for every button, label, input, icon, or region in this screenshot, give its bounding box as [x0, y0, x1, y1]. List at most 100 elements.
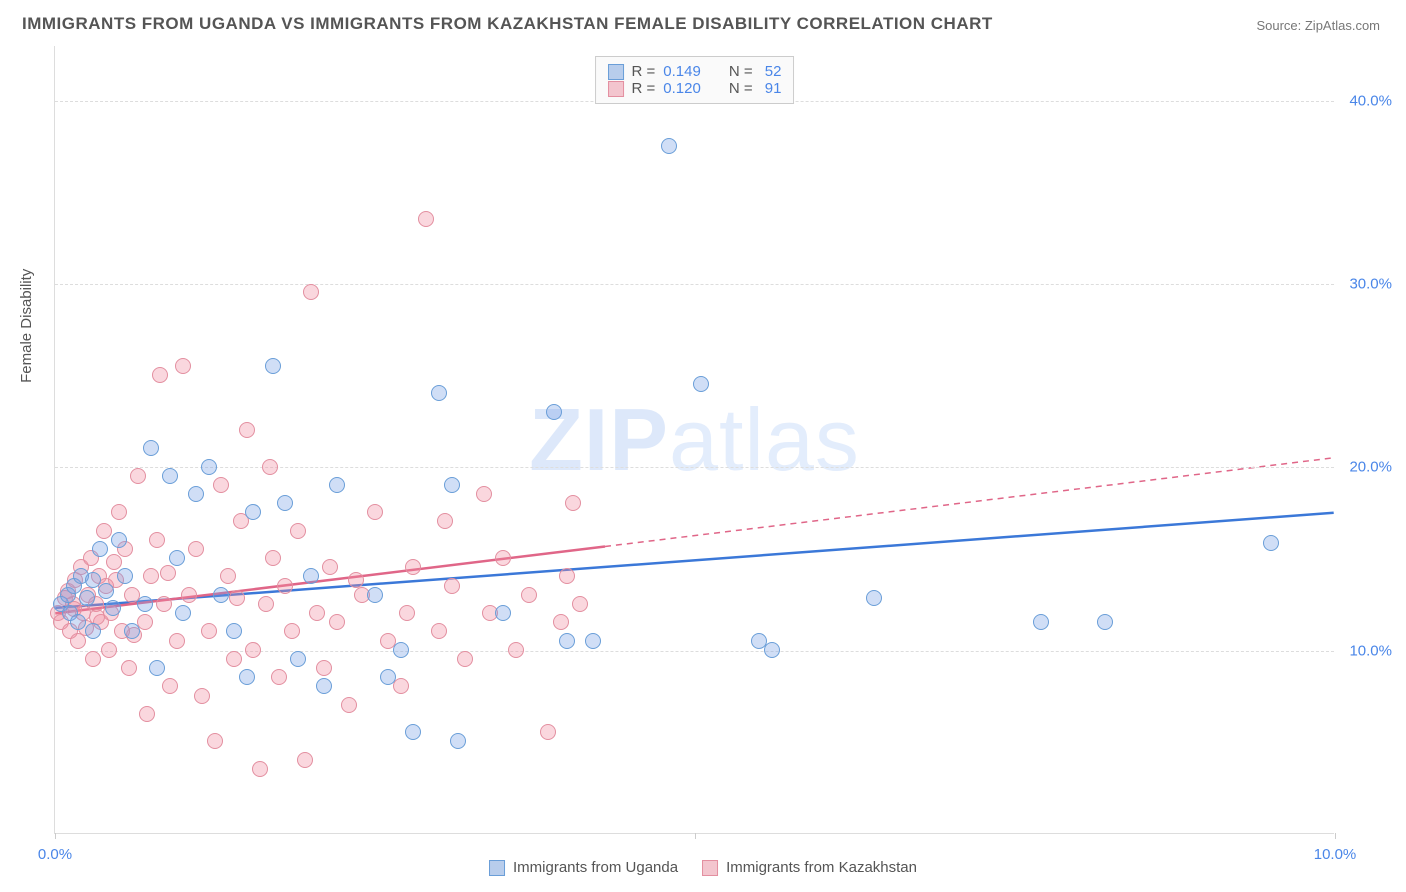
scatter-point [201, 459, 217, 475]
scatter-point [565, 495, 581, 511]
legend-series: Immigrants from Uganda Immigrants from Ka… [489, 859, 917, 876]
scatter-point [764, 642, 780, 658]
legend-swatch [489, 860, 505, 876]
scatter-point [457, 651, 473, 667]
scatter-point [277, 495, 293, 511]
legend-swatch [608, 81, 624, 97]
scatter-point [239, 669, 255, 685]
scatter-point [284, 623, 300, 639]
scatter-point [1033, 614, 1049, 630]
scatter-point [226, 623, 242, 639]
scatter-point [79, 590, 95, 606]
scatter-point [303, 284, 319, 300]
scatter-point [245, 642, 261, 658]
legend-series-label: Immigrants from Kazakhstan [726, 859, 917, 876]
scatter-point [540, 724, 556, 740]
scatter-point [92, 541, 108, 557]
chart-title: IMMIGRANTS FROM UGANDA VS IMMIGRANTS FRO… [22, 14, 993, 34]
scatter-point [111, 532, 127, 548]
legend-series-item: Immigrants from Kazakhstan [702, 859, 917, 876]
scatter-point [149, 660, 165, 676]
scatter-point [476, 486, 492, 502]
scatter-point [290, 523, 306, 539]
scatter-point [437, 513, 453, 529]
legend-series-item: Immigrants from Uganda [489, 859, 678, 876]
scatter-point [866, 590, 882, 606]
legend-swatch [608, 64, 624, 80]
scatter-point [367, 587, 383, 603]
y-tick-label: 30.0% [1340, 276, 1392, 293]
scatter-point [117, 568, 133, 584]
scatter-point [169, 633, 185, 649]
scatter-point [226, 651, 242, 667]
scatter-point [124, 623, 140, 639]
scatter-point [444, 477, 460, 493]
scatter-point [546, 404, 562, 420]
scatter-point [162, 678, 178, 694]
scatter-point [341, 697, 357, 713]
scatter-point [405, 559, 421, 575]
scatter-point [329, 477, 345, 493]
scatter-point [367, 504, 383, 520]
scatter-point [316, 660, 332, 676]
scatter-point [239, 422, 255, 438]
scatter-point [213, 477, 229, 493]
scatter-point [160, 565, 176, 581]
scatter-point [175, 605, 191, 621]
r-label: R = [632, 63, 656, 80]
scatter-point [418, 211, 434, 227]
scatter-point [156, 596, 172, 612]
scatter-point [162, 468, 178, 484]
scatter-point [380, 669, 396, 685]
scatter-point [521, 587, 537, 603]
legend-stats-box: R =0.149N = 52R =0.120N = 91 [595, 56, 795, 104]
scatter-point [258, 596, 274, 612]
source-attribution: Source: ZipAtlas.com [1256, 18, 1380, 33]
scatter-point [431, 385, 447, 401]
scatter-point [309, 605, 325, 621]
scatter-point [431, 623, 447, 639]
scatter-point [322, 559, 338, 575]
scatter-point [303, 568, 319, 584]
scatter-point [1263, 535, 1279, 551]
gridline [55, 467, 1334, 468]
scatter-point [316, 678, 332, 694]
scatter-point [297, 752, 313, 768]
scatter-point [152, 367, 168, 383]
scatter-point [572, 596, 588, 612]
trend-lines-layer [55, 46, 1334, 833]
scatter-point [194, 688, 210, 704]
scatter-point [495, 605, 511, 621]
scatter-point [213, 587, 229, 603]
scatter-point [169, 550, 185, 566]
x-tick [55, 833, 56, 839]
scatter-point [245, 504, 261, 520]
watermark-text: ZIPatlas [529, 389, 860, 491]
scatter-point [85, 572, 101, 588]
scatter-point [70, 614, 86, 630]
scatter-point [553, 614, 569, 630]
scatter-point [229, 590, 245, 606]
legend-swatch [702, 860, 718, 876]
scatter-point [111, 504, 127, 520]
scatter-point [444, 578, 460, 594]
scatter-point [1097, 614, 1113, 630]
n-label: N = [729, 80, 753, 97]
scatter-point [143, 568, 159, 584]
gridline [55, 284, 1334, 285]
scatter-point [105, 600, 121, 616]
n-value: 52 [761, 63, 782, 80]
scatter-point [290, 651, 306, 667]
n-label: N = [729, 63, 753, 80]
scatter-point [450, 733, 466, 749]
scatter-point [252, 761, 268, 777]
legend-stat-row: R =0.149N = 52 [608, 63, 782, 80]
scatter-point [143, 440, 159, 456]
scatter-point [693, 376, 709, 392]
scatter-point [329, 614, 345, 630]
scatter-point [85, 651, 101, 667]
r-value: 0.120 [663, 80, 701, 97]
scatter-point [85, 623, 101, 639]
scatter-point [89, 609, 105, 625]
scatter-point [277, 578, 293, 594]
